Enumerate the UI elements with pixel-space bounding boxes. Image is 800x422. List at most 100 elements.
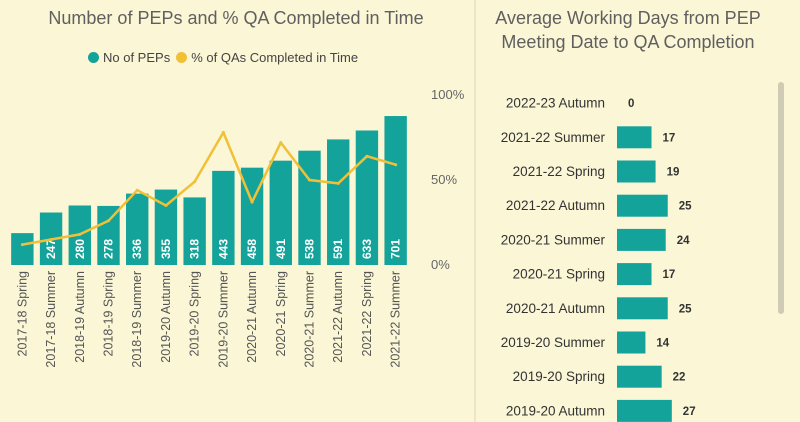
qa-percent-point[interactable] — [250, 200, 254, 204]
qa-percent-point[interactable] — [20, 243, 24, 247]
bar-value-label: 25 — [679, 201, 692, 213]
bar-value-label: 22 — [673, 372, 686, 384]
qa-percent-point[interactable] — [164, 204, 168, 207]
category-label: 2021-22 Summer — [501, 130, 606, 145]
qa-percent-line[interactable] — [22, 131, 396, 246]
pep-bar-label: 278 — [102, 239, 116, 259]
pep-bar[interactable] — [11, 233, 34, 265]
pep-bar-label: 701 — [389, 239, 403, 259]
x-tick-label: 2020-21 Summer — [303, 271, 317, 368]
working-days-bar[interactable] — [617, 160, 656, 183]
x-tick-label: 2019-20 Summer — [216, 271, 230, 368]
qa-percent-point[interactable] — [193, 180, 197, 184]
working-days-bar[interactable] — [617, 297, 668, 320]
pep-bar-label: 280 — [73, 239, 87, 259]
legend-dot-peps — [88, 52, 99, 63]
y2-tick-label: 100% — [431, 87, 465, 102]
pep-bar[interactable] — [384, 116, 407, 265]
peps-chart-title: Number of PEPs and % QA Completed in Tim… — [48, 8, 424, 28]
working-days-title-line2: Meeting Date to QA Completion — [501, 32, 755, 52]
qa-percent-point[interactable] — [394, 163, 398, 167]
y2-tick-label: 0% — [431, 257, 450, 272]
bar-value-label: 17 — [663, 132, 676, 144]
category-label: 2020-21 Spring — [513, 267, 605, 282]
bar-value-label: 14 — [656, 338, 669, 350]
qa-percent-point[interactable] — [308, 178, 311, 182]
category-label: 2019-20 Autumn — [506, 403, 605, 418]
working-days-bar[interactable] — [617, 399, 672, 422]
peps-chart-legend: No of PEPs % of QAs Completed in Time — [88, 50, 364, 65]
pep-bar[interactable] — [327, 139, 350, 265]
qa-percent-point[interactable] — [107, 219, 110, 223]
pep-bar[interactable] — [355, 130, 379, 265]
pep-bar[interactable] — [126, 193, 149, 265]
pep-bar-label: 538 — [303, 239, 317, 259]
qa-percent-point[interactable] — [365, 154, 369, 158]
x-tick-label: 2018-19 Summer — [130, 271, 144, 368]
x-tick-label: 2017-18 Summer — [44, 271, 58, 368]
pep-bar-label: 591 — [331, 239, 345, 259]
qa-percent-point[interactable] — [221, 130, 225, 134]
peps-chart-panel: Number of PEPs and % QA Completed in Tim… — [11, 8, 465, 368]
category-label: 2019-20 Spring — [513, 369, 605, 384]
working-days-panel: Average Working Days from PEP Meeting Da… — [478, 0, 800, 422]
qa-percent-point[interactable] — [336, 181, 340, 185]
bar-value-label: 25 — [679, 303, 692, 315]
panel-divider — [474, 0, 476, 422]
x-tick-label: 2021-22 Autumn — [331, 271, 345, 363]
category-label: 2022-23 Autumn — [506, 96, 605, 111]
pep-bar[interactable] — [154, 189, 178, 265]
legend-item-qa[interactable]: % of QAs Completed in Time — [176, 50, 358, 65]
x-tick-label: 2021-22 Summer — [389, 271, 403, 368]
pep-bar-label: 247 — [44, 239, 58, 259]
pep-bar-label: 336 — [130, 239, 144, 259]
working-days-bar[interactable] — [617, 228, 666, 251]
bar-value-label: 27 — [683, 406, 696, 418]
y2-tick-label: 50% — [431, 172, 457, 187]
legend-label-peps: No of PEPs — [103, 50, 171, 65]
category-label: 2020-21 Summer — [501, 232, 606, 247]
bar-value-label: 17 — [663, 269, 676, 281]
x-tick-label: 2020-21 Autumn — [245, 271, 259, 363]
working-days-bar[interactable] — [617, 331, 646, 354]
x-tick-label: 2019-20 Spring — [188, 271, 202, 357]
working-days-title: Average Working Days from PEP Meeting Da… — [478, 6, 778, 54]
pep-bar[interactable] — [269, 160, 292, 265]
category-label: 2021-22 Spring — [513, 164, 605, 179]
working-days-bar[interactable] — [617, 194, 668, 217]
legend-item-peps[interactable]: No of PEPs — [88, 50, 170, 65]
pep-bar-label: 443 — [216, 239, 230, 259]
x-tick-label: 2018-19 Spring — [102, 271, 116, 357]
vertical-scrollbar[interactable] — [778, 82, 784, 314]
working-days-title-line1: Average Working Days from PEP — [495, 8, 761, 28]
bar-value-label: 24 — [677, 235, 690, 247]
working-days-bar[interactable] — [617, 365, 662, 388]
pep-bar[interactable] — [97, 205, 120, 265]
bar-value-label: 0 — [628, 98, 634, 110]
x-tick-label: 2017-18 Spring — [15, 271, 29, 357]
pep-bar[interactable] — [298, 150, 321, 265]
peps-combo-chart: 2017-18 Spring 247 2017-18 Summer 280 2018-1… — [11, 87, 465, 368]
category-label: 2021-22 Autumn — [506, 198, 605, 213]
qa-percent-point[interactable] — [78, 232, 82, 236]
working-days-bar[interactable] — [617, 263, 652, 286]
x-tick-label: 2021-22 Spring — [360, 271, 374, 357]
category-label: 2019-20 Summer — [501, 335, 606, 350]
qa-percent-point[interactable] — [279, 141, 283, 145]
pep-bar-label: 633 — [360, 239, 374, 259]
pep-bar-label: 458 — [245, 239, 259, 259]
x-tick-label: 2019-20 Autumn — [159, 271, 173, 363]
legend-dot-qa — [176, 52, 188, 63]
qa-percent-point[interactable] — [49, 238, 53, 241]
qa-percent-point[interactable] — [135, 188, 139, 192]
pep-bar[interactable] — [183, 197, 206, 265]
pep-bar-label: 491 — [274, 239, 288, 259]
pep-bar-label: 318 — [188, 239, 202, 259]
pep-bar[interactable] — [212, 170, 235, 265]
bar-value-label: 19 — [667, 167, 680, 179]
legend-label-qa: % of QAs Completed in Time — [191, 50, 359, 65]
x-tick-label: 2018-19 Autumn — [73, 271, 87, 363]
category-label: 2020-21 Autumn — [506, 301, 605, 316]
working-days-bar[interactable] — [617, 126, 652, 149]
working-days-bar-chart: 2022-23 Autumn 0 2021-22 Summer 17 2021-22 S… — [501, 96, 696, 422]
